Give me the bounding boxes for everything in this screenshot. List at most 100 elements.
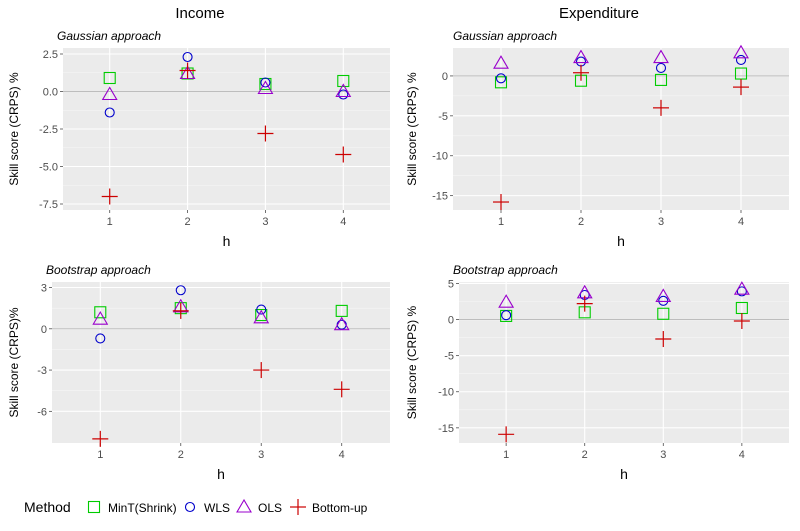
point-circle [104,107,115,118]
point-plus [653,99,669,116]
point-circle [735,54,747,66]
point-plus [498,426,515,443]
point-circle [736,286,747,297]
y-tick-label: 2.5 [43,49,58,61]
legend-label: WLS [204,501,230,515]
y-tick-label: 0.0 [43,87,58,99]
point-plus [333,381,350,398]
point-triangle [333,316,350,331]
point-square [255,308,268,322]
panel-subtitle: Gaussian approach [57,29,161,43]
point-circle [655,62,667,74]
x-tick-label: 1 [107,216,113,228]
y-tick-label: -7.5 [39,199,58,211]
point-plus [733,312,750,329]
panels: 2.5 0.0 -2.5 -5.0 -7.5 1 2 3 4 Gaussian approach h… [7,29,789,482]
legend-key-plus [290,499,306,515]
point-plus [179,62,196,79]
y-tick-label: -5 [444,351,454,363]
y-tick-label: -10 [432,151,448,163]
point-triangle [653,49,669,64]
legend-item: Bottom-up [290,499,368,515]
point-square [734,67,748,80]
point-triangle [573,49,589,64]
legend-item: OLS [236,498,282,515]
point-circle [256,304,267,315]
point-circle [95,333,106,344]
point-plus [493,194,509,211]
panel-1: 2.5 0.0 -2.5 -5.0 -7.5 1 2 3 4 Gaussian approach h… [7,29,390,249]
x-axis-label: h [617,233,625,249]
point-circle [495,73,507,84]
x-tick-label: 3 [660,449,666,461]
x-tick-label: 1 [97,449,103,461]
legend-label: OLS [258,501,282,515]
panel-subtitle: Gaussian approach [453,29,557,43]
point-triangle [92,311,109,325]
y-tick-label: -5 [438,111,448,123]
legend-key-square [87,500,101,514]
point-plus [573,64,589,81]
point-circle [338,89,349,100]
y-axis-label: Skill score (CRPS) % [405,306,419,420]
x-tick-label: 2 [185,216,191,228]
y-tick-label: 5 [448,278,454,290]
point-triangle [335,83,352,98]
point-circle [182,51,193,63]
x-tick-label: 1 [503,449,509,461]
point-triangle [101,86,118,101]
point-triangle [733,281,750,295]
x-tick-label: 2 [582,449,588,461]
y-tick-label: 0 [448,315,454,327]
y-tick-label: -15 [438,423,454,435]
point-triangle [253,309,270,324]
point-plus [335,146,352,163]
x-tick-label: 4 [739,449,745,461]
column-title-expenditure: Expenditure [559,5,639,22]
y-tick-label: 3 [41,283,47,295]
point-plus [101,188,118,205]
column-title-income: Income [175,5,224,22]
x-tick-label: 3 [258,449,264,461]
point-triangle [257,80,274,95]
panel-background [453,48,789,210]
panel-subtitle: Bootstrap approach [453,263,558,277]
point-triangle [498,294,515,308]
point-square [94,306,107,319]
y-tick-label: -10 [438,387,454,399]
x-tick-label: 2 [578,216,584,228]
point-circle [501,310,512,321]
x-tick-label: 3 [262,216,268,228]
point-plus [576,295,593,312]
point-plus [92,430,109,447]
y-tick-label: -6 [37,406,47,418]
x-axis-label: h [217,466,225,482]
y-axis-label: Skill score (CRPS) % [405,72,419,186]
x-tick-label: 4 [339,449,345,461]
point-square [335,304,348,317]
x-tick-label: 4 [738,216,744,228]
panel-2: 0 -5 -10 -15 1 2 3 4 Gaussian approach h Skill sco… [405,29,789,249]
y-tick-label: 0 [442,71,448,83]
point-square [657,307,670,320]
legend-label: Bottom-up [312,501,368,515]
legend-key-triangle [236,498,252,513]
x-axis-label: h [223,233,231,249]
panel-4: 5 0 -5 -10 -15 1 2 3 4 Bootstrap approach h Skill s… [405,263,789,482]
y-axis-label: Skill score (CRPS)% [7,307,21,417]
point-plus [172,302,189,319]
panel-subtitle: Bootstrap approach [46,263,151,277]
point-triangle [655,288,672,302]
x-tick-label: 3 [658,216,664,228]
x-axis-label: h [620,466,628,482]
point-triangle [733,44,749,59]
point-triangle [493,55,509,69]
panel-3: 3 0 -3 -6 1 2 3 4 Bootstrap approach h Skill score… [7,263,390,482]
point-plus [655,331,672,348]
point-circle [175,285,186,296]
point-square [494,76,508,89]
y-axis-label: Skill score (CRPS) % [7,72,21,186]
y-tick-label: -3 [37,365,47,377]
y-tick-label: 0 [41,324,47,336]
